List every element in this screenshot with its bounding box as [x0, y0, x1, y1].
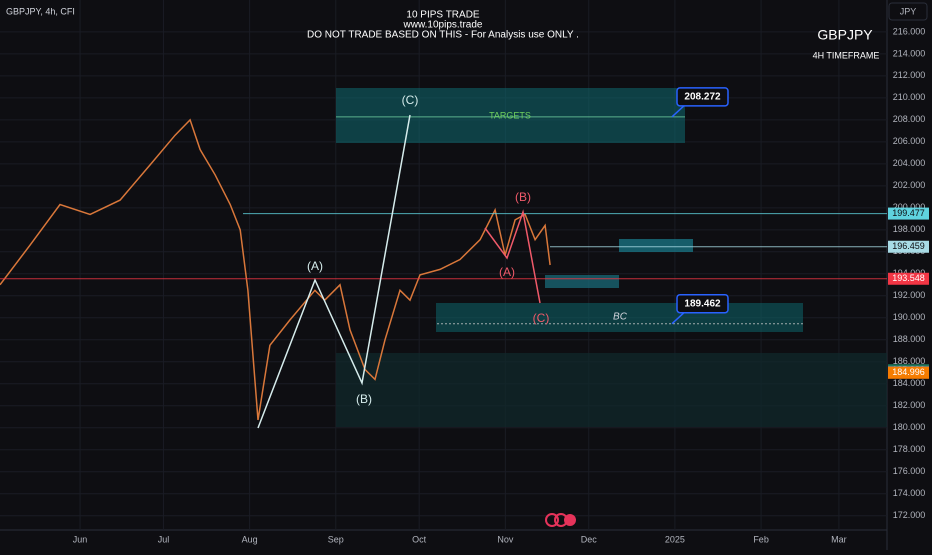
price-line — [0, 118, 551, 421]
price-label-box — [888, 272, 929, 285]
zone — [336, 353, 887, 427]
price-label-box — [888, 240, 929, 253]
header-title: 10 PIPS TRADE — [406, 10, 480, 21]
y-tick-label: 214.000 — [893, 48, 926, 58]
y-tick-label: 198.000 — [893, 224, 926, 234]
x-tick-label: Nov — [497, 534, 514, 544]
y-tick-label: 178.000 — [893, 444, 926, 454]
y-tick-label: 182.000 — [893, 400, 926, 410]
x-tick-label: Dec — [581, 534, 598, 544]
x-tick-label: Jul — [158, 534, 170, 544]
symbol-info: GBPJPY, 4h, CFI — [6, 6, 75, 16]
x-tick-label: Feb — [753, 534, 769, 544]
price-label-box — [888, 207, 929, 220]
y-tick-label: 172.000 — [893, 510, 926, 520]
price-label: 193.548 — [892, 273, 925, 283]
y-tick-label: 206.000 — [893, 136, 926, 146]
target-zone — [336, 88, 685, 143]
zone — [436, 303, 803, 332]
callout-box — [676, 293, 729, 314]
callout-label: 208.272 — [684, 92, 721, 103]
y-tick-label: 190.000 — [893, 312, 926, 322]
y-tick-label: 202.000 — [893, 180, 926, 190]
wave-label: (C) — [402, 93, 419, 107]
y-tick-label: 204.000 — [893, 158, 926, 168]
callout-label: 189.462 — [684, 298, 721, 309]
y-tick-label: 174.000 — [893, 488, 926, 498]
price-label: 199.477 — [892, 208, 925, 218]
y-tick-label: 180.000 — [893, 422, 926, 432]
wave-label: (B) — [356, 392, 372, 406]
wave-label: (A) — [499, 265, 515, 279]
x-tick-label: Sep — [328, 534, 344, 544]
y-tick-label: 200.000 — [893, 202, 926, 212]
plot — [0, 116, 887, 421]
chart-title: GBPJPY — [817, 27, 873, 43]
wave-label: (B) — [515, 190, 531, 204]
zone — [545, 275, 619, 288]
chart-subtitle: 4H TIMEFRAME — [813, 50, 880, 60]
zone-label: BC — [613, 312, 628, 323]
y-tick-label: 184.000 — [893, 378, 926, 388]
y-tick-label: 216.000 — [893, 26, 926, 36]
y-tick-label: 186.000 — [893, 356, 926, 366]
zone-label: TARGETS — [489, 110, 531, 120]
y-tick-label: 208.000 — [893, 114, 926, 124]
x-tick-label: Oct — [412, 534, 427, 544]
y-unit: JPY — [900, 6, 917, 16]
wave-line — [257, 114, 411, 429]
header-disclaimer: DO NOT TRADE BASED ON THIS - For Analysi… — [307, 30, 579, 41]
y-tick-label: 192.000 — [893, 290, 926, 300]
y-tick-label: 176.000 — [893, 466, 926, 476]
zone — [619, 239, 693, 252]
y-tick-label: 210.000 — [893, 92, 926, 102]
y-tick-label: 212.000 — [893, 70, 926, 80]
x-tick-label: Aug — [242, 534, 258, 544]
x-tick-label: 2025 — [665, 534, 685, 544]
grid — [0, 0, 888, 550]
x-tick-label: Jun — [73, 534, 88, 544]
wave-label: (C) — [533, 311, 550, 325]
price-label: 196.459 — [892, 241, 925, 251]
unit-box — [888, 2, 928, 21]
price-label-box — [888, 366, 929, 379]
callout-pointer — [671, 312, 685, 325]
logo — [545, 513, 576, 527]
x-tick-label: Mar — [831, 534, 847, 544]
y-tick-label: 188.000 — [893, 334, 926, 344]
wave-label: (A) — [307, 259, 323, 273]
wave-line — [484, 209, 541, 304]
callout-box — [676, 87, 729, 107]
header-website: www.10pips.trade — [403, 20, 483, 31]
callout-pointer — [671, 105, 685, 118]
price-label: 184.996 — [892, 367, 925, 377]
